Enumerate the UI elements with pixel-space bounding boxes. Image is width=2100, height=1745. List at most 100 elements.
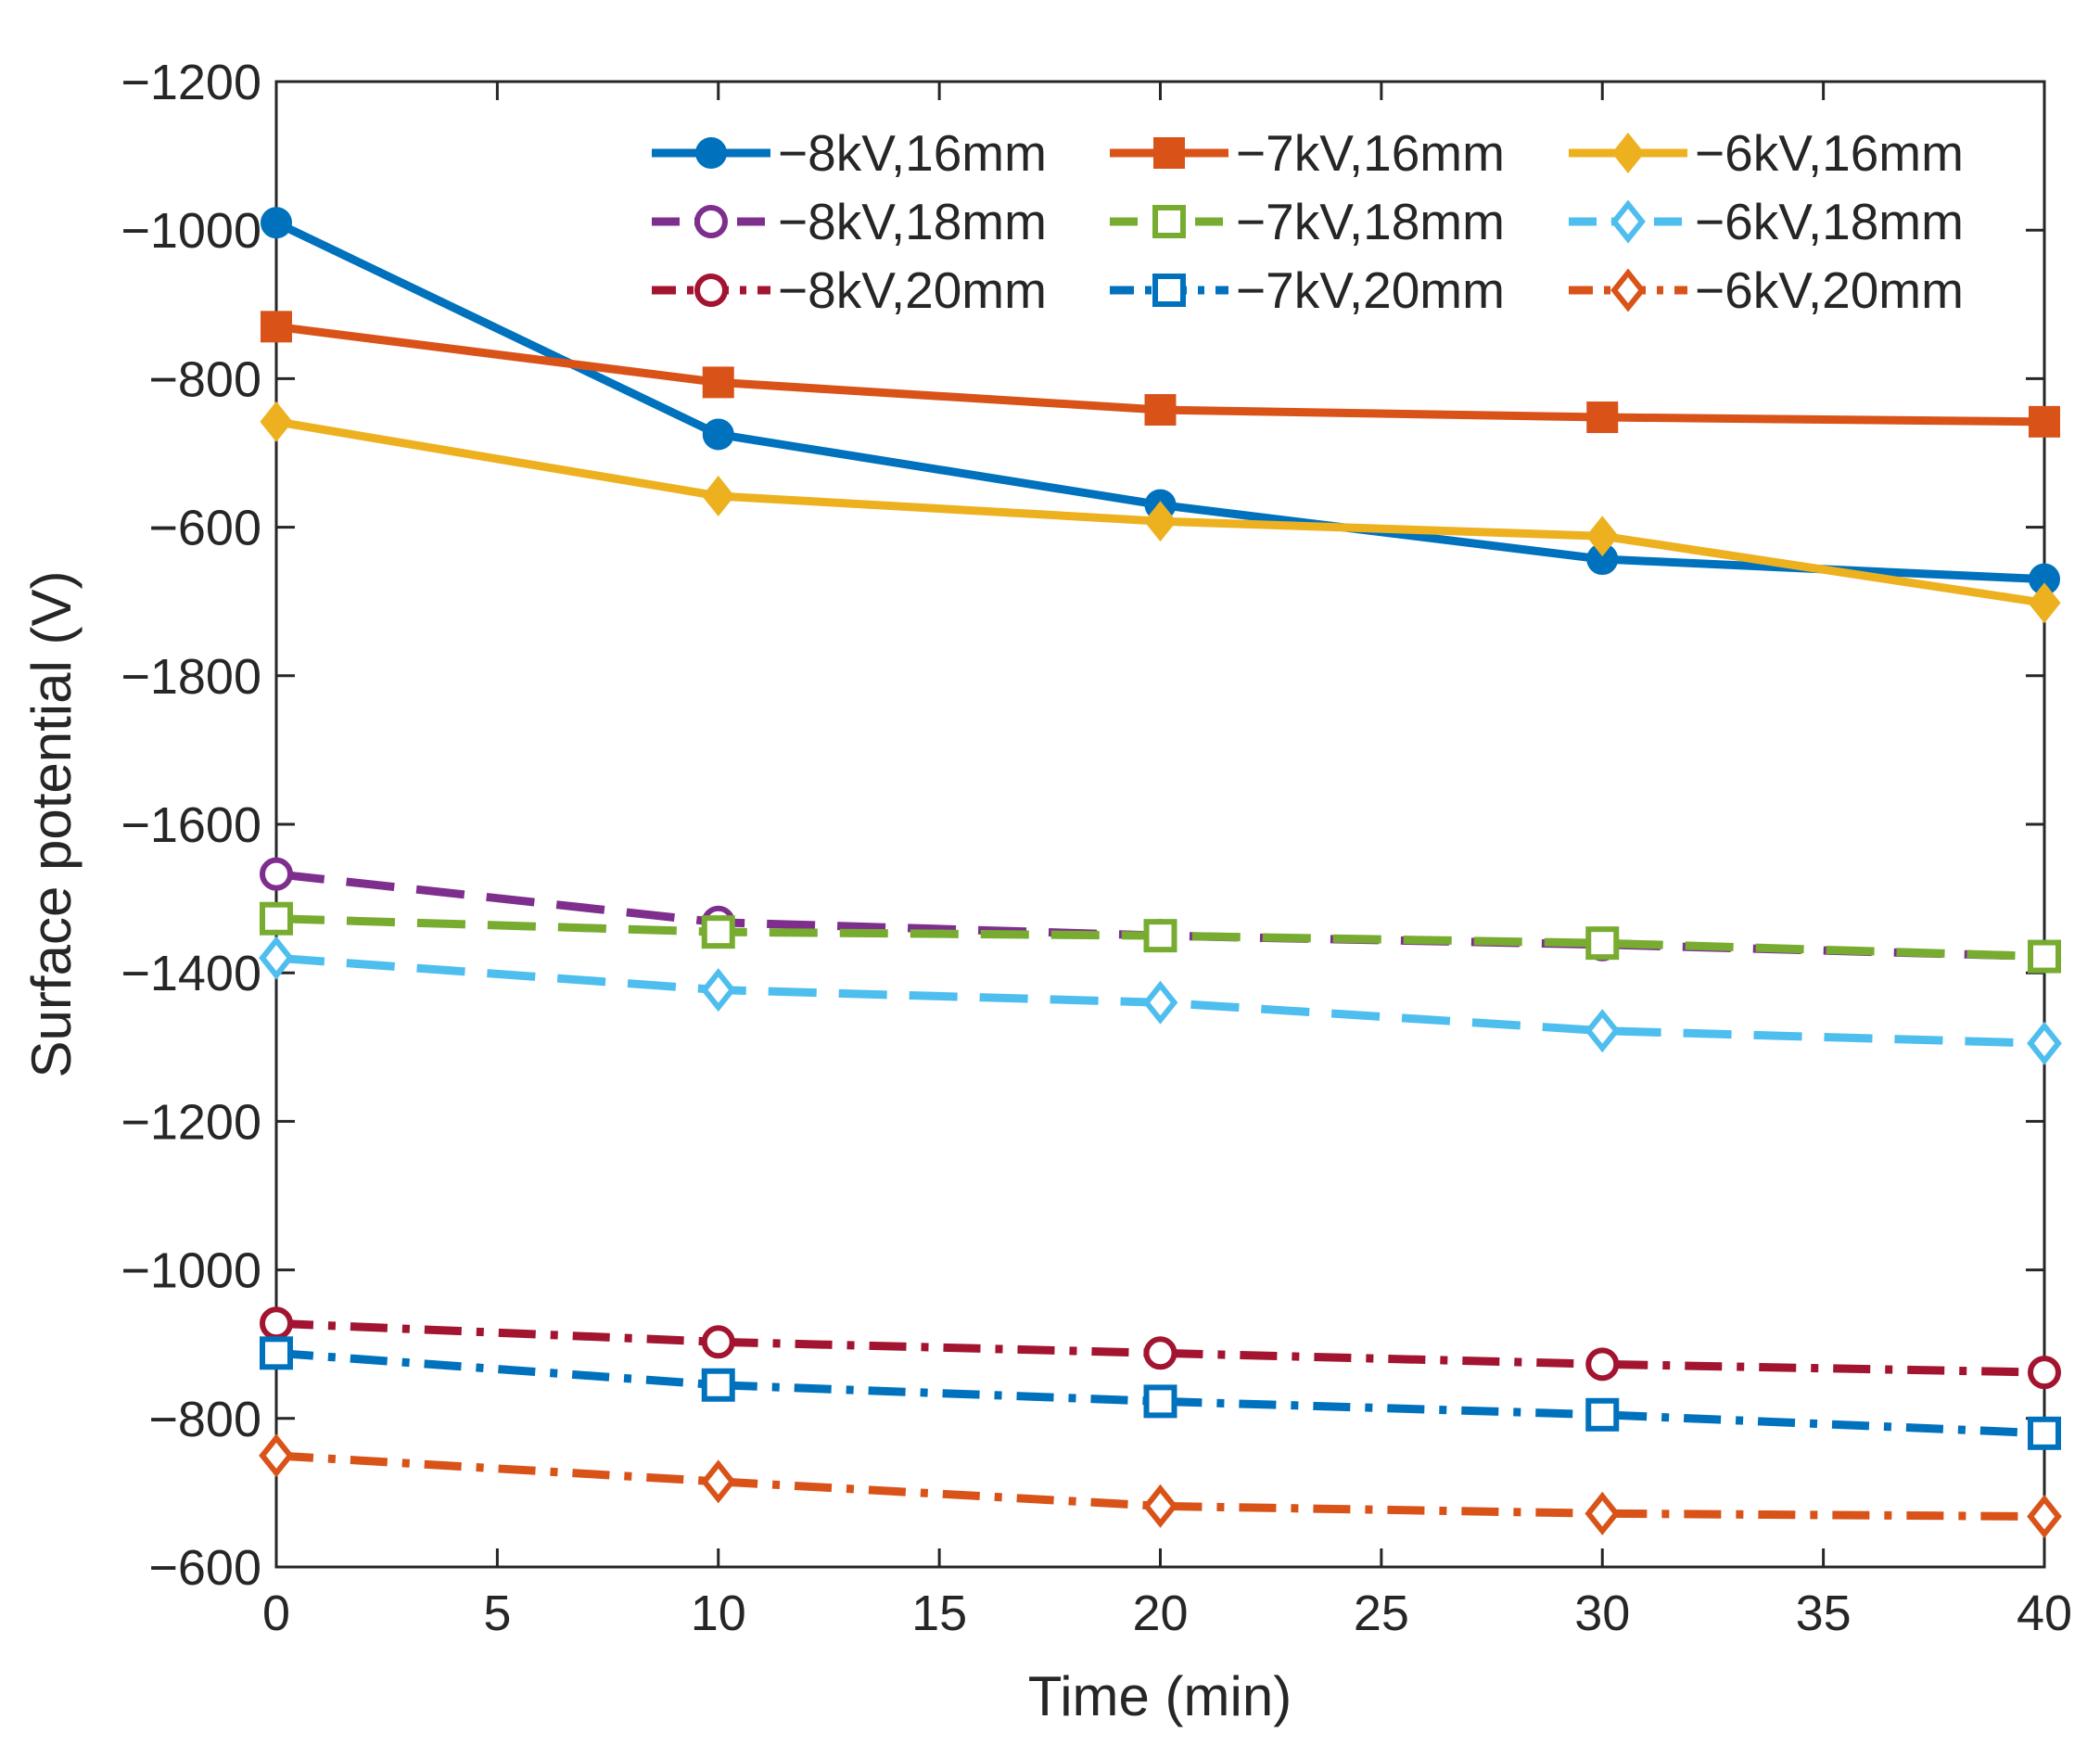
legend-label: −7kV,18mm: [1236, 193, 1505, 250]
series-3: [260, 401, 2061, 624]
x-tick-label: 30: [1574, 1586, 1630, 1641]
legend-marker: [1610, 268, 1646, 312]
data-point: [1585, 516, 1619, 557]
legend-entry: −6kV,20mm: [1569, 261, 1964, 319]
legend-entry: −8kV,18mm: [652, 193, 1047, 250]
data-point: [260, 401, 293, 442]
data-point: [1585, 1009, 1621, 1053]
data-point: [2027, 1494, 2062, 1539]
x-tick-label: 10: [691, 1586, 746, 1641]
data-point: [702, 476, 735, 516]
data-point: [2028, 939, 2061, 974]
x-tick-label: 35: [1796, 1586, 1852, 1641]
data-point: [261, 207, 292, 239]
data-point: [259, 1433, 294, 1478]
series-6: [259, 936, 2062, 1065]
data-point: [2029, 405, 2060, 438]
y-tick-label: −1400: [121, 946, 261, 1001]
data-point: [1585, 1491, 1621, 1535]
series-9: [259, 1433, 2062, 1539]
x-tick-label: 15: [911, 1586, 967, 1641]
legend-label: −8kV,20mm: [778, 261, 1047, 319]
legend-label: −6kV,20mm: [1695, 261, 1964, 319]
x-tick-label: 5: [483, 1586, 511, 1641]
legend-label: −8kV,18mm: [778, 193, 1047, 250]
data-point: [1585, 1397, 1620, 1432]
x-tick-label: 25: [1354, 1586, 1409, 1641]
legend: −8kV,16mm −7kV,16mm −6kV,16mm −8kV,18mm −7kV…: [652, 124, 1964, 319]
x-tick-labels: 0 5 10 15 20 25 30 35 40: [262, 1586, 2072, 1641]
legend-entry: −8kV,16mm: [652, 124, 1047, 182]
data-point: [700, 1459, 736, 1504]
data-point: [2028, 1356, 2061, 1390]
legend-label: −6kV,16mm: [1695, 124, 1964, 182]
y-tick-label: −600: [148, 501, 261, 556]
legend-marker: [1611, 133, 1645, 173]
data-point: [260, 901, 293, 936]
data-point: [701, 1368, 735, 1402]
y-tick-label: −1000: [121, 1243, 261, 1299]
legend-marker: [1152, 274, 1186, 307]
data-point: [2027, 1021, 2062, 1065]
data-point: [2028, 1416, 2061, 1450]
y-tick-label: −1200: [121, 55, 261, 110]
y-tick-label: −1800: [121, 649, 261, 705]
legend-marker: [694, 274, 728, 307]
data-point: [1143, 1336, 1177, 1370]
legend-entry: −7kV,16mm: [1110, 124, 1505, 182]
series-7: [260, 1306, 2061, 1390]
series-8: [260, 1336, 2061, 1450]
legend-entry: −8kV,20mm: [652, 261, 1047, 319]
legend-entry: −7kV,18mm: [1110, 193, 1505, 250]
y-tick-labels: −600 −800 −1000 −1200 −1400 −1600 −1800 −600 −80…: [121, 55, 261, 1596]
legend-marker: [1610, 199, 1646, 244]
legend-label: −6kV,18mm: [1695, 193, 1964, 250]
data-point: [260, 1336, 293, 1370]
x-tick-label: 20: [1132, 1586, 1188, 1641]
series-layer: [259, 207, 2062, 1539]
plot-area: [259, 80, 2062, 1569]
y-axis-title: Surface potential (V): [20, 571, 83, 1078]
y-tick-label: −1200: [121, 1094, 261, 1150]
data-point: [1143, 1384, 1177, 1419]
legend-marker: [694, 205, 728, 238]
data-point: [700, 968, 736, 1013]
x-tick-label: 40: [2017, 1586, 2072, 1641]
data-point: [1143, 501, 1177, 542]
data-point: [701, 1325, 735, 1359]
legend-label: −7kV,20mm: [1236, 261, 1505, 319]
x-axis-title: Time (min): [1028, 1665, 1292, 1727]
data-point: [1143, 919, 1177, 953]
legend-label: −7kV,16mm: [1236, 124, 1505, 182]
y-tick-label: −800: [148, 1392, 261, 1447]
data-point: [260, 1306, 293, 1341]
legend-marker: [695, 137, 727, 169]
data-point: [702, 366, 734, 399]
legend-entry: −6kV,16mm: [1569, 124, 1964, 182]
series-5: [260, 901, 2061, 974]
axis-ticks: [274, 80, 2046, 1569]
series-2: [261, 311, 2060, 438]
axes-box: [274, 80, 2046, 1569]
data-point: [260, 857, 293, 891]
legend-entry: −6kV,18mm: [1569, 193, 1964, 250]
data-point: [1586, 401, 1619, 434]
data-point: [1144, 394, 1177, 427]
data-point: [1142, 980, 1178, 1025]
data-point: [1142, 1484, 1178, 1528]
data-point: [702, 418, 734, 451]
legend-label: −8kV,16mm: [778, 124, 1047, 182]
legend-entry: −7kV,20mm: [1110, 261, 1505, 319]
data-point: [701, 915, 735, 949]
data-point: [2028, 582, 2061, 624]
data-point: [259, 936, 294, 980]
data-point: [1585, 926, 1620, 961]
data-point: [261, 311, 292, 343]
data-point: [1585, 1347, 1620, 1382]
y-tick-label: −800: [148, 351, 261, 407]
y-tick-label: −600: [148, 1540, 261, 1596]
x-tick-label: 0: [262, 1586, 290, 1641]
legend-marker: [1152, 205, 1186, 238]
y-tick-label: −1000: [121, 203, 261, 259]
